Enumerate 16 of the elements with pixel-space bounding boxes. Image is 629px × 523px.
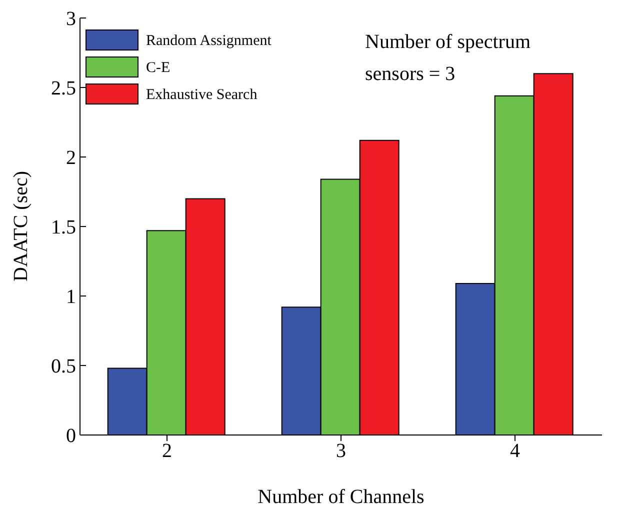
y-tick-label: 3 bbox=[66, 8, 76, 30]
x-tick-label: 3 bbox=[336, 440, 346, 462]
x-tick-label: 4 bbox=[510, 440, 520, 462]
y-tick-label: 0.5 bbox=[51, 356, 76, 378]
x-axis-title: Number of Channels bbox=[258, 486, 425, 508]
y-tick-label: 1 bbox=[66, 286, 76, 308]
legend-label: Random Assignment bbox=[146, 33, 272, 49]
y-tick-label: 2.5 bbox=[51, 78, 76, 100]
x-tick-label: 2 bbox=[162, 440, 172, 462]
legend-label: C-E bbox=[146, 60, 170, 76]
y-tick-label: 2 bbox=[66, 147, 76, 170]
y-tick-label: 1.5 bbox=[51, 216, 76, 239]
legend-label: Exhaustive Search bbox=[146, 87, 258, 103]
y-tick-label: 0 bbox=[66, 425, 76, 448]
y-axis-title: DAATC (sec) bbox=[10, 170, 32, 282]
annotation: Number of spectrum sensors = 3 bbox=[365, 31, 531, 85]
